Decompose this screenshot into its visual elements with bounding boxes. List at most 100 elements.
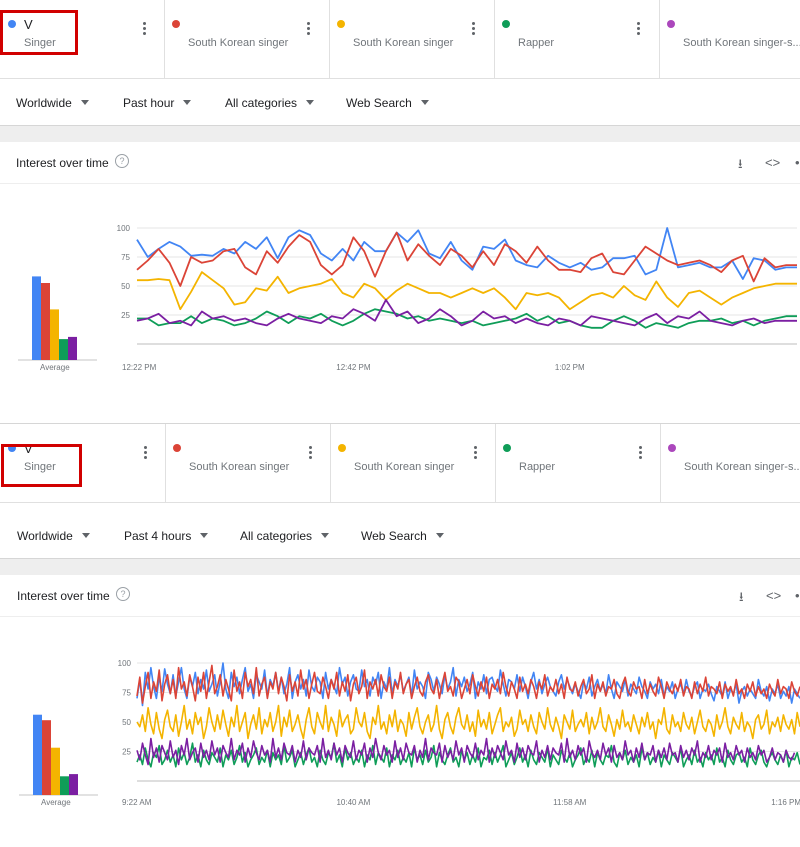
card-header: Interest over time ? ⭳ <> • <box>0 574 800 617</box>
term-card-4[interactable]: Rapper <box>494 0 660 78</box>
time-dropdown[interactable]: Past hour <box>123 96 192 110</box>
caret-down-icon <box>183 100 192 106</box>
y-tick-label: 75 <box>122 689 131 698</box>
caret-down-icon <box>420 100 429 106</box>
category-dropdown[interactable]: All categories <box>225 96 315 110</box>
search-terms-row: V Singer South Korean singer South Korea… <box>0 424 800 503</box>
term-card-5[interactable]: South Korean singer-s... <box>660 424 800 502</box>
average-bar-1 <box>33 714 42 795</box>
term-color-dot <box>337 20 345 28</box>
category-dropdown[interactable]: All categories <box>240 529 330 543</box>
share-icon[interactable]: • <box>795 588 800 603</box>
x-tick-label: 1:02 PM <box>555 363 585 372</box>
series-line-4 <box>137 308 797 329</box>
series-line-3 <box>137 271 797 311</box>
section-gap <box>0 125 800 142</box>
time-label: Past hour <box>123 96 175 110</box>
more-vert-icon[interactable] <box>637 22 641 37</box>
average-bar-3 <box>50 309 59 360</box>
more-vert-icon[interactable] <box>307 22 311 37</box>
x-tick-label: 12:42 PM <box>336 363 371 372</box>
caret-down-icon <box>81 533 90 539</box>
caret-down-icon <box>200 533 209 539</box>
search-type-dropdown[interactable]: Web Search <box>346 96 429 110</box>
x-tick-label: 10:40 AM <box>336 798 370 807</box>
average-label: Average <box>40 363 70 372</box>
term-color-dot <box>667 20 675 28</box>
help-icon[interactable]: ? <box>115 154 129 168</box>
term-subtitle: South Korean singer <box>354 461 455 473</box>
more-vert-icon[interactable] <box>144 446 148 461</box>
caret-down-icon <box>80 100 89 106</box>
average-bar-5 <box>68 336 77 360</box>
term-card-1[interactable]: V Singer <box>0 424 166 502</box>
series-line-1 <box>136 227 797 280</box>
highlight-box <box>1 444 82 487</box>
time-label: Past 4 hours <box>124 529 192 543</box>
region-label: Worldwide <box>16 96 72 110</box>
series-line-5 <box>136 299 797 327</box>
series-line-3 <box>136 704 800 740</box>
region-dropdown[interactable]: Worldwide <box>17 529 90 543</box>
search-type-label: Web Search <box>361 529 427 543</box>
average-bar-2 <box>42 720 51 795</box>
term-subtitle: South Korean singer-s... <box>684 461 800 473</box>
term-subtitle: Rapper <box>519 461 556 473</box>
term-card-3[interactable]: South Korean singer <box>329 0 495 78</box>
average-bar-5 <box>69 774 78 795</box>
trends-panel-1: V Singer South Korean singer South Korea… <box>0 0 800 422</box>
term-card-4[interactable]: Rapper <box>495 424 661 502</box>
more-vert-icon[interactable] <box>639 446 643 461</box>
term-card-2[interactable]: South Korean singer <box>164 0 330 78</box>
series-line-4 <box>136 742 800 768</box>
series-line-2 <box>136 231 797 287</box>
share-icon[interactable]: • <box>795 155 800 170</box>
y-tick-label: 100 <box>117 224 131 233</box>
help-icon[interactable]: ? <box>116 587 130 601</box>
term-subtitle: Singer <box>24 461 56 473</box>
x-tick-label: 12:22 PM <box>122 363 157 372</box>
x-tick-label: 1:16 PM <box>771 798 800 807</box>
more-vert-icon[interactable] <box>309 446 313 461</box>
y-tick-label: 50 <box>122 718 131 727</box>
term-card-3[interactable]: South Korean singer <box>330 424 496 502</box>
more-vert-icon[interactable] <box>143 22 147 37</box>
term-card-2[interactable]: South Korean singer <box>165 424 331 502</box>
download-icon[interactable]: ⭳ <box>739 589 744 604</box>
average-bar-4 <box>60 776 69 795</box>
average-bar-2 <box>41 283 50 360</box>
embed-icon[interactable]: <> <box>766 588 782 603</box>
term-subtitle: Rapper <box>518 37 555 49</box>
term-color-dot <box>173 444 181 452</box>
term-card-5[interactable]: South Korean singer-s... <box>659 0 800 78</box>
section-gap <box>0 558 800 575</box>
average-bar-4 <box>59 339 68 360</box>
series-line-2 <box>136 664 800 704</box>
embed-icon[interactable]: <> <box>765 155 781 170</box>
term-color-dot <box>338 444 346 452</box>
highlight-box <box>0 10 78 55</box>
interest-chart-1: Average 100 75 50 25 12:22 PM 12:42 PM 1:02 PM <box>18 224 797 372</box>
y-tick-label: 25 <box>122 748 131 757</box>
y-tick-label: 50 <box>121 282 130 291</box>
x-tick-label: 11:58 AM <box>553 798 587 807</box>
region-label: Worldwide <box>17 529 73 543</box>
term-subtitle: South Korean singer <box>353 37 454 49</box>
more-vert-icon[interactable] <box>474 446 478 461</box>
y-tick-label: 25 <box>121 311 130 320</box>
download-icon[interactable]: ⭳ <box>738 156 743 171</box>
average-label: Average <box>41 798 71 807</box>
term-name: V <box>24 17 33 32</box>
term-subtitle: Singer <box>24 37 56 49</box>
term-subtitle: South Korean singer-s... <box>683 37 800 49</box>
term-card-1[interactable]: V Singer <box>0 0 165 78</box>
term-color-dot <box>503 444 511 452</box>
region-dropdown[interactable]: Worldwide <box>16 96 89 110</box>
term-color-dot <box>8 444 16 452</box>
average-bar-1 <box>32 276 41 360</box>
search-type-dropdown[interactable]: Web Search <box>361 529 444 543</box>
more-vert-icon[interactable] <box>472 22 476 37</box>
term-color-dot <box>8 20 16 28</box>
time-dropdown[interactable]: Past 4 hours <box>124 529 209 543</box>
y-tick-label: 75 <box>121 253 130 262</box>
